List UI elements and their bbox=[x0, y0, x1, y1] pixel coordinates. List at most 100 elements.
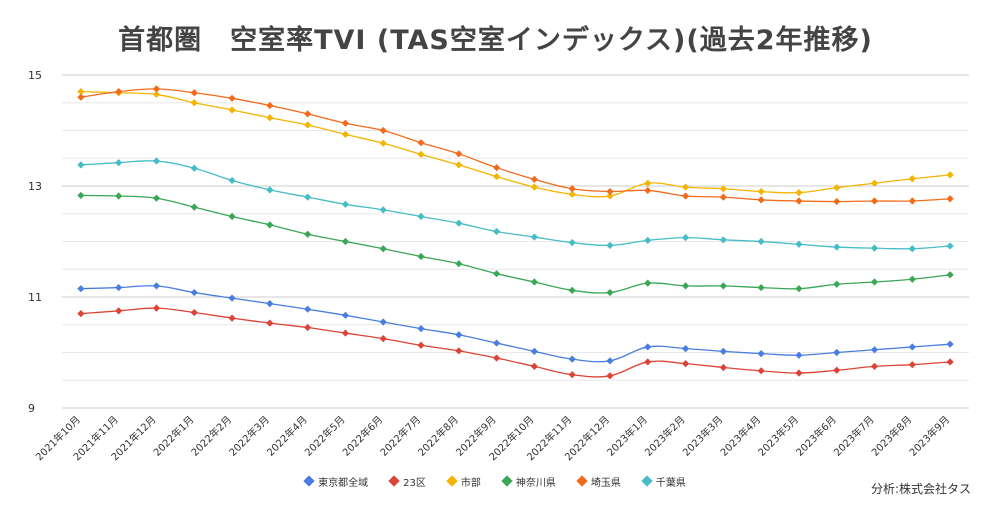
data-point-marker[interactable] bbox=[833, 243, 841, 251]
data-point-marker[interactable] bbox=[606, 187, 614, 196]
data-point-marker[interactable] bbox=[946, 358, 954, 366]
data-point-marker[interactable] bbox=[757, 196, 765, 204]
data-point-marker[interactable] bbox=[152, 304, 161, 312]
data-point-marker[interactable] bbox=[946, 271, 954, 279]
data-point-marker[interactable] bbox=[530, 362, 538, 370]
data-point-marker[interactable] bbox=[455, 161, 463, 169]
data-point-marker[interactable] bbox=[379, 335, 387, 343]
data-point-marker[interactable] bbox=[644, 358, 652, 366]
data-point-marker[interactable] bbox=[493, 354, 501, 362]
data-point-marker[interactable] bbox=[568, 185, 576, 193]
data-point-marker[interactable] bbox=[493, 172, 501, 181]
data-point-marker[interactable] bbox=[530, 175, 538, 183]
data-point-marker[interactable] bbox=[870, 346, 879, 354]
data-point-marker[interactable] bbox=[530, 233, 538, 241]
data-point-marker[interactable] bbox=[719, 185, 727, 193]
data-point-marker[interactable] bbox=[908, 175, 916, 183]
data-point-marker[interactable] bbox=[946, 171, 954, 179]
data-point-marker[interactable] bbox=[77, 88, 85, 96]
data-point-marker[interactable] bbox=[341, 200, 350, 208]
data-point-marker[interactable] bbox=[833, 366, 841, 374]
data-point-marker[interactable] bbox=[417, 150, 425, 158]
data-point-marker[interactable] bbox=[417, 325, 425, 333]
data-point-marker[interactable] bbox=[870, 179, 879, 187]
data-point-marker[interactable] bbox=[568, 371, 576, 379]
data-point-marker[interactable] bbox=[152, 282, 161, 290]
data-point-marker[interactable] bbox=[379, 318, 387, 326]
data-point-marker[interactable] bbox=[417, 341, 425, 349]
data-point-marker[interactable] bbox=[719, 193, 727, 201]
data-point-marker[interactable] bbox=[681, 345, 690, 353]
data-point-marker[interactable] bbox=[606, 288, 614, 297]
data-point-marker[interactable] bbox=[681, 360, 690, 368]
data-point-marker[interactable] bbox=[946, 195, 954, 203]
data-point-marker[interactable] bbox=[152, 194, 161, 202]
data-point-marker[interactable] bbox=[493, 227, 501, 236]
data-point-marker[interactable] bbox=[644, 236, 652, 244]
data-point-marker[interactable] bbox=[190, 99, 198, 107]
data-point-marker[interactable] bbox=[341, 311, 350, 319]
data-point-marker[interactable] bbox=[304, 305, 312, 313]
data-point-marker[interactable] bbox=[644, 186, 652, 195]
data-point-marker[interactable] bbox=[455, 219, 463, 227]
data-point-marker[interactable] bbox=[190, 308, 198, 317]
data-point-marker[interactable] bbox=[946, 340, 954, 348]
data-point-marker[interactable] bbox=[833, 197, 841, 206]
data-point-marker[interactable] bbox=[190, 288, 198, 297]
data-point-marker[interactable] bbox=[795, 285, 803, 293]
data-point-marker[interactable] bbox=[266, 300, 274, 308]
legend-item[interactable]: 市部 bbox=[446, 474, 481, 489]
legend-item[interactable]: 千葉県 bbox=[641, 474, 686, 489]
data-point-marker[interactable] bbox=[115, 159, 123, 167]
data-point-marker[interactable] bbox=[190, 203, 198, 211]
data-point-marker[interactable] bbox=[228, 94, 236, 102]
data-point-marker[interactable] bbox=[493, 270, 501, 278]
data-point-marker[interactable] bbox=[304, 323, 312, 332]
data-point-marker[interactable] bbox=[530, 347, 538, 355]
data-point-marker[interactable] bbox=[341, 130, 350, 138]
data-point-marker[interactable] bbox=[795, 240, 803, 248]
data-point-marker[interactable] bbox=[228, 294, 236, 302]
data-point-marker[interactable] bbox=[417, 212, 425, 221]
data-point-marker[interactable] bbox=[757, 350, 765, 358]
data-point-marker[interactable] bbox=[77, 93, 85, 101]
data-point-marker[interactable] bbox=[833, 280, 841, 288]
data-point-marker[interactable] bbox=[455, 347, 463, 355]
data-point-marker[interactable] bbox=[115, 307, 123, 315]
data-point-marker[interactable] bbox=[908, 361, 916, 369]
data-point-marker[interactable] bbox=[757, 237, 765, 246]
data-point-marker[interactable] bbox=[681, 183, 690, 191]
data-point-marker[interactable] bbox=[795, 189, 803, 197]
data-point-marker[interactable] bbox=[795, 351, 803, 359]
data-point-marker[interactable] bbox=[719, 363, 727, 372]
data-point-marker[interactable] bbox=[379, 245, 387, 253]
data-point-marker[interactable] bbox=[152, 157, 161, 165]
data-point-marker[interactable] bbox=[493, 339, 501, 347]
data-point-marker[interactable] bbox=[719, 236, 727, 244]
data-point-marker[interactable] bbox=[417, 252, 425, 261]
data-point-marker[interactable] bbox=[341, 119, 350, 127]
data-point-marker[interactable] bbox=[77, 161, 85, 169]
legend-item[interactable]: 神奈川県 bbox=[501, 474, 556, 489]
data-point-marker[interactable] bbox=[757, 187, 765, 196]
data-point-marker[interactable] bbox=[795, 369, 803, 377]
data-point-marker[interactable] bbox=[228, 212, 236, 221]
data-point-marker[interactable] bbox=[77, 191, 85, 200]
data-point-marker[interactable] bbox=[757, 283, 765, 292]
data-point-marker[interactable] bbox=[304, 121, 312, 129]
data-point-marker[interactable] bbox=[190, 164, 198, 172]
data-point-marker[interactable] bbox=[908, 245, 916, 253]
data-point-marker[interactable] bbox=[568, 190, 576, 198]
data-point-marker[interactable] bbox=[341, 237, 350, 246]
data-point-marker[interactable] bbox=[568, 355, 576, 363]
data-point-marker[interactable] bbox=[644, 343, 652, 351]
data-point-marker[interactable] bbox=[115, 283, 123, 292]
data-point-marker[interactable] bbox=[152, 85, 161, 93]
data-point-marker[interactable] bbox=[304, 193, 312, 201]
data-point-marker[interactable] bbox=[908, 275, 916, 283]
data-point-marker[interactable] bbox=[190, 89, 198, 97]
data-point-marker[interactable] bbox=[606, 357, 614, 365]
data-point-marker[interactable] bbox=[77, 310, 85, 318]
data-point-marker[interactable] bbox=[77, 285, 85, 293]
data-point-marker[interactable] bbox=[304, 230, 312, 238]
